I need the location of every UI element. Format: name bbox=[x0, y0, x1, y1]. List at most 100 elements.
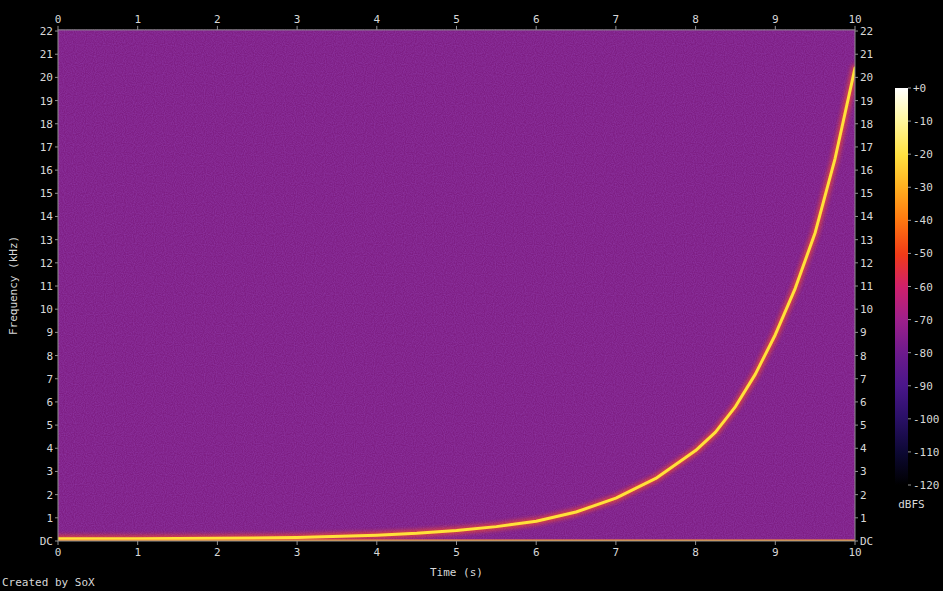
plot-area bbox=[58, 30, 855, 541]
y-tick bbox=[855, 425, 858, 426]
colorbar-tick bbox=[908, 485, 911, 486]
x-tick-label: 2 bbox=[214, 13, 221, 26]
y-tick bbox=[55, 262, 58, 263]
y-tick-label: 17 bbox=[40, 141, 53, 154]
colorbar-tick-label: -60 bbox=[913, 281, 933, 294]
y-tick bbox=[855, 123, 858, 124]
colorbar-tick-label: -100 bbox=[913, 413, 940, 426]
y-tick-label: 2 bbox=[46, 489, 53, 502]
colorbar-tick bbox=[908, 154, 911, 155]
colorbar-tick bbox=[908, 352, 911, 353]
y-tick bbox=[855, 401, 858, 402]
y-tick-label: 20 bbox=[860, 71, 873, 84]
y-tick-label: 10 bbox=[860, 303, 873, 316]
x-tick bbox=[58, 541, 59, 545]
y-tick bbox=[855, 100, 858, 101]
y-tick bbox=[55, 123, 58, 124]
y-tick-label: 13 bbox=[860, 234, 873, 247]
y-tick bbox=[855, 77, 858, 78]
y-tick-label: DC bbox=[40, 535, 53, 548]
x-tick-label: 9 bbox=[772, 13, 779, 26]
x-tick bbox=[456, 541, 457, 545]
y-tick-label: 9 bbox=[46, 326, 53, 339]
x-tick-label: 1 bbox=[134, 13, 141, 26]
y-tick bbox=[855, 517, 858, 518]
y-tick bbox=[855, 355, 858, 356]
colorbar-tick bbox=[908, 319, 911, 320]
y-tick-label: 4 bbox=[46, 442, 53, 455]
x-tick-label: 6 bbox=[533, 13, 540, 26]
x-tick-label: 9 bbox=[772, 546, 779, 559]
x-tick-label: 1 bbox=[134, 546, 141, 559]
y-tick bbox=[55, 170, 58, 171]
y-tick-label: 15 bbox=[40, 187, 53, 200]
x-tick bbox=[217, 541, 218, 545]
y-tick-label: 12 bbox=[860, 257, 873, 270]
y-tick bbox=[855, 378, 858, 379]
y-tick bbox=[855, 239, 858, 240]
y-tick-label: 7 bbox=[860, 373, 867, 386]
y-tick-label: 16 bbox=[860, 164, 873, 177]
colorbar-tick-label: -110 bbox=[913, 446, 940, 459]
y-tick-label: 17 bbox=[860, 141, 873, 154]
y-tick bbox=[55, 193, 58, 194]
x-tick-label: 4 bbox=[373, 13, 380, 26]
y-tick bbox=[55, 54, 58, 55]
y-tick bbox=[855, 286, 858, 287]
x-tick-label: 7 bbox=[613, 546, 620, 559]
y-tick-label: 19 bbox=[40, 95, 53, 108]
y-tick bbox=[855, 494, 858, 495]
colorbar-tick-label: -10 bbox=[913, 115, 933, 128]
y-tick bbox=[55, 286, 58, 287]
y-tick-label: 7 bbox=[46, 373, 53, 386]
y-tick bbox=[55, 471, 58, 472]
y-tick bbox=[55, 378, 58, 379]
x-tick bbox=[297, 26, 298, 30]
y-tick bbox=[855, 471, 858, 472]
y-tick-label: 5 bbox=[860, 419, 867, 432]
y-tick-label: 21 bbox=[860, 48, 873, 61]
y-tick-label: 8 bbox=[860, 350, 867, 363]
y-tick-label: 1 bbox=[46, 512, 53, 525]
y-tick-label: 12 bbox=[40, 257, 53, 270]
curve-halo bbox=[58, 538, 855, 542]
x-tick-label: 3 bbox=[294, 546, 301, 559]
y-tick bbox=[55, 31, 58, 32]
y-tick bbox=[855, 262, 858, 263]
x-tick-label: 8 bbox=[692, 546, 699, 559]
x-tick bbox=[536, 26, 537, 30]
y-tick-label: 3 bbox=[46, 465, 53, 478]
y-tick bbox=[855, 448, 858, 449]
colorbar-tick-label: -90 bbox=[913, 380, 933, 393]
colorbar-tick bbox=[908, 286, 911, 287]
y-tick bbox=[55, 239, 58, 240]
x-tick bbox=[615, 541, 616, 545]
x-tick bbox=[695, 541, 696, 545]
colorbar bbox=[895, 88, 908, 485]
x-tick-label: 0 bbox=[55, 13, 62, 26]
x-tick-label: 2 bbox=[214, 546, 221, 559]
colorbar-tick bbox=[908, 88, 911, 89]
x-tick bbox=[376, 26, 377, 30]
y-tick bbox=[55, 401, 58, 402]
colorbar-tick bbox=[908, 220, 911, 221]
y-tick-label: 6 bbox=[860, 396, 867, 409]
y-tick-label: 13 bbox=[40, 234, 53, 247]
colorbar-tick-label: -20 bbox=[913, 148, 933, 161]
y-tick-label: 2 bbox=[860, 489, 867, 502]
spectral-line bbox=[58, 68, 855, 539]
colorbar-title: dBFS bbox=[898, 498, 925, 511]
x-tick bbox=[855, 541, 856, 545]
y-tick-label: 8 bbox=[46, 350, 53, 363]
y-tick bbox=[55, 494, 58, 495]
y-tick-label: 16 bbox=[40, 164, 53, 177]
y-tick-label: 20 bbox=[40, 71, 53, 84]
y-tick-label: 5 bbox=[46, 419, 53, 432]
y-tick-label: 14 bbox=[40, 210, 54, 223]
colorbar-tick bbox=[908, 418, 911, 419]
y-tick-label: DC bbox=[860, 535, 873, 548]
y-tick bbox=[55, 425, 58, 426]
x-tick bbox=[536, 541, 537, 545]
x-tick-label: 10 bbox=[848, 13, 861, 26]
colorbar-tick bbox=[908, 385, 911, 386]
